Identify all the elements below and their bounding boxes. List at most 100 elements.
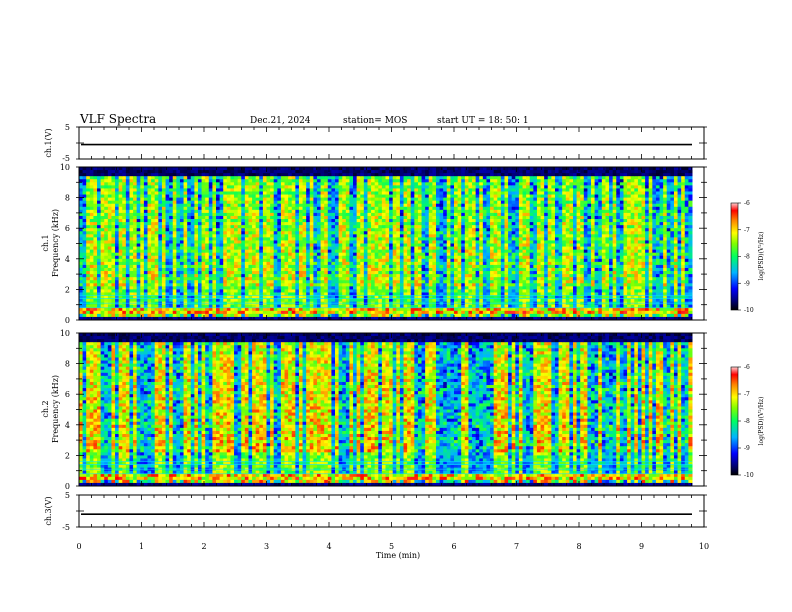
spectrogram-cell — [288, 182, 293, 186]
spectrogram-cell — [259, 188, 264, 192]
spectrogram-cell — [327, 194, 332, 199]
spectrogram-cell — [327, 286, 332, 290]
spectrogram-cell — [255, 191, 260, 196]
spectrogram-cell — [381, 258, 386, 263]
spectrogram-cell — [140, 170, 145, 174]
spectrogram-cell — [306, 219, 311, 223]
spectrogram-cell — [122, 176, 127, 180]
spectrogram-cell — [187, 228, 192, 232]
spectrogram-cell — [183, 231, 188, 235]
spectrogram-cell — [140, 261, 145, 266]
spectrogram-cell — [284, 246, 289, 251]
spectrogram-cell — [136, 167, 141, 171]
spectrogram-cell — [89, 255, 94, 260]
spectrogram-cell — [82, 255, 87, 260]
spectrogram-cell — [259, 261, 264, 266]
spectrogram-cell — [277, 173, 282, 177]
spectrogram-cell — [244, 304, 249, 309]
spectrogram-cell — [125, 304, 130, 309]
spectrogram-cell — [172, 194, 177, 199]
spectrogram-cell — [298, 246, 304, 251]
spectrogram-cell — [100, 215, 105, 220]
spectrogram-cell — [389, 277, 394, 281]
spectrogram-cell — [295, 286, 300, 290]
spectrogram-cell — [244, 215, 249, 220]
spectrogram-cell — [133, 261, 138, 266]
spectrogram-cell — [417, 231, 423, 235]
spectrogram-cell — [100, 225, 105, 229]
spectrogram-cell — [226, 249, 231, 254]
spectrogram-cell — [208, 231, 213, 235]
spectrogram-cell — [284, 182, 289, 186]
spectrogram-cell — [392, 237, 397, 241]
spectrogram-cell — [169, 231, 174, 235]
spectrogram-cell — [378, 264, 383, 269]
spectrogram-cell — [158, 231, 163, 235]
spectrogram-cell — [118, 212, 123, 217]
spectrogram-cell — [298, 271, 304, 275]
spectrogram-cell — [399, 243, 405, 248]
spectrogram-cell — [331, 176, 336, 180]
spectrogram-cell — [129, 212, 134, 217]
spectrogram-cell — [151, 200, 156, 205]
spectrogram-cell — [161, 274, 167, 278]
spectrogram-cell — [140, 271, 145, 275]
spectrogram-cell — [161, 176, 167, 180]
spectrogram-cell — [89, 203, 94, 208]
spectrogram-cell — [212, 252, 217, 257]
spectrogram-cell — [360, 194, 365, 199]
spectrogram-cell — [349, 231, 354, 235]
spectrogram-cell — [302, 280, 307, 284]
spectrogram-cell — [223, 274, 228, 278]
spectrogram-cell — [205, 234, 210, 238]
spectrogram-cell — [111, 228, 116, 232]
spectrogram-cell — [421, 264, 426, 269]
spectrogram-cell — [331, 298, 336, 303]
spectrogram-cell — [158, 310, 163, 315]
spectrogram-cell — [270, 292, 275, 297]
spectrogram-cell — [241, 280, 246, 284]
spectrogram-cell — [194, 249, 199, 254]
spectrogram-cell — [89, 289, 94, 293]
spectrogram-cell — [403, 246, 408, 251]
spectrogram-cell — [147, 188, 152, 192]
spectrogram-cell — [183, 289, 188, 293]
spectrogram-cell — [338, 240, 343, 244]
spectrogram-cell — [407, 298, 412, 303]
spectrogram-cell — [399, 203, 405, 208]
spectrogram-cell — [288, 304, 293, 309]
spectrogram-cell — [403, 304, 408, 309]
spectrogram-cell — [140, 191, 145, 196]
spectrogram-cell — [291, 304, 296, 309]
spectrogram-cell — [129, 277, 134, 281]
spectrogram-cell — [363, 267, 368, 272]
spectrogram-cell — [428, 222, 433, 226]
spectrogram-cell — [367, 252, 372, 257]
spectrogram-cell — [169, 228, 174, 232]
spectrogram-cell — [169, 267, 174, 272]
spectrogram-cell — [410, 179, 415, 183]
spectrogram-cell — [176, 313, 181, 318]
spectrogram-cell — [165, 182, 170, 186]
spectrogram-cell — [421, 280, 426, 284]
spectrogram-cell — [111, 313, 116, 318]
spectrogram-cell — [143, 200, 149, 205]
spectrogram-cell — [403, 167, 408, 171]
spectrogram-cell — [230, 286, 235, 290]
spectrogram-cell — [417, 219, 423, 223]
spectrogram-cell — [313, 243, 318, 248]
spectrogram-cell — [234, 264, 239, 269]
spectrogram-cell — [410, 188, 415, 192]
spectrogram-cell — [122, 191, 127, 196]
spectrogram-cell — [338, 231, 343, 235]
spectrogram-cell — [342, 252, 347, 257]
spectrogram-cell — [291, 313, 296, 318]
spectrogram-cell — [403, 313, 408, 318]
spectrogram-cell — [277, 228, 282, 232]
spectrogram-cell — [151, 191, 156, 196]
spectrogram-cell — [86, 295, 91, 300]
spectrogram-cell — [169, 200, 174, 205]
spectrogram-cell — [89, 274, 94, 278]
spectrogram-cell — [266, 200, 271, 205]
spectrogram-cell — [407, 267, 412, 272]
